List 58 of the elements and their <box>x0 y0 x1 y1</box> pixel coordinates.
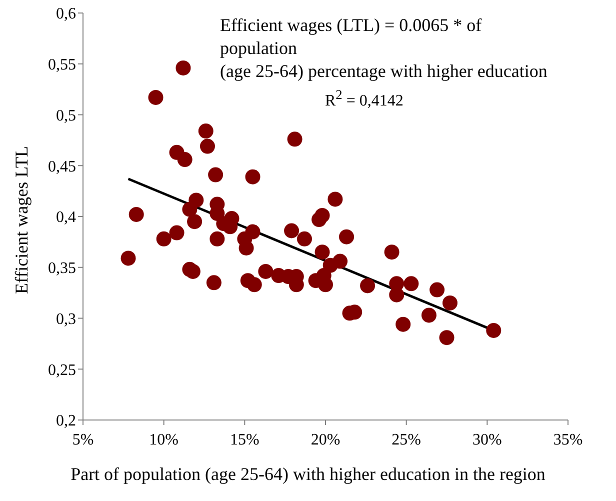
x-axis-title: Part of population (age 25-64) with higher education in the region <box>70 464 546 485</box>
point <box>284 223 300 238</box>
point <box>258 264 274 279</box>
point <box>210 231 225 246</box>
x-tick-label: 20% <box>310 431 340 448</box>
x-tick-label: 35% <box>553 431 583 448</box>
point <box>238 240 254 256</box>
y-tick-label: 0,3 <box>56 310 76 328</box>
y-tick-label: 0,5 <box>56 107 76 124</box>
point <box>360 278 376 294</box>
point <box>128 206 144 222</box>
point <box>182 202 198 217</box>
y-tick-label: 0,35 <box>48 260 76 278</box>
point <box>442 295 458 310</box>
point <box>287 132 302 147</box>
point <box>339 229 354 244</box>
point <box>246 277 262 292</box>
point <box>314 208 330 223</box>
point <box>208 167 224 182</box>
annotation: R$^{2}$ = 0,4142 <box>325 87 404 110</box>
point <box>318 277 333 292</box>
point <box>156 231 172 246</box>
x-tick-label: 30% <box>472 431 502 448</box>
point <box>206 275 222 290</box>
y-tick-label: 0,45 <box>48 158 76 176</box>
point <box>421 308 436 323</box>
y-tick-label: 0,6 <box>56 6 76 23</box>
x-tick-label: 25% <box>392 431 421 448</box>
point <box>187 214 202 230</box>
point <box>200 138 215 154</box>
y-axis-title: Efficient wages LTL <box>12 146 32 294</box>
point <box>389 287 404 302</box>
y-tick-label: 0,25 <box>48 362 76 379</box>
point <box>328 192 343 207</box>
y-tick-label: 0,4 <box>56 209 76 226</box>
point <box>439 330 454 346</box>
x-tick-label: 5% <box>72 431 94 448</box>
point <box>177 152 192 168</box>
y-tick-label: 0,2 <box>56 412 76 430</box>
point <box>120 250 136 266</box>
y-tick-label: 0,55 <box>48 56 76 74</box>
point <box>314 244 330 260</box>
point <box>404 276 419 292</box>
point <box>322 258 338 273</box>
point <box>486 322 502 338</box>
point <box>430 282 445 298</box>
point <box>296 231 312 246</box>
point <box>245 169 260 184</box>
point <box>396 316 411 332</box>
x-tick-label: 15% <box>230 431 260 448</box>
x-tick-label: 10% <box>149 431 178 448</box>
point <box>176 60 191 76</box>
point <box>384 244 400 260</box>
point <box>169 225 184 240</box>
annotation: Efficient wages (LTL) = 0.0065 * of population (age 25-64) percentage with higher education <box>220 14 548 83</box>
point <box>198 124 214 139</box>
point <box>148 90 164 105</box>
point <box>185 264 200 279</box>
